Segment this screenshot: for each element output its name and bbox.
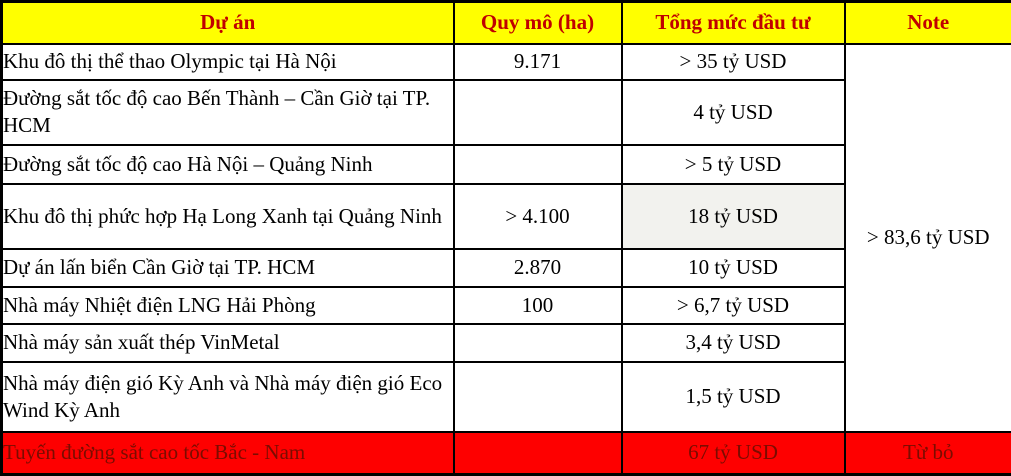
cell-project: Dự án lấn biển Cần Giờ tại TP. HCM — [2, 249, 454, 287]
header-area: Quy mô (ha) — [454, 2, 622, 44]
cell-area: 100 — [454, 287, 622, 324]
cell-investment: 3,4 tỷ USD — [622, 324, 845, 362]
cell-project: Nhà máy sản xuất thép VinMetal — [2, 324, 454, 362]
cell-project: Khu đô thị phức hợp Hạ Long Xanh tại Quả… — [2, 184, 454, 249]
cell-note-merged: > 83,6 tỷ USD — [845, 44, 1011, 432]
abandoned-project-row: Tuyến đường sắt cao tốc Bắc - Nam 67 tỷ … — [2, 432, 1011, 475]
table-row: Khu đô thị thể thao Olympic tại Hà Nội 9… — [2, 44, 1011, 80]
cell-area: 2.870 — [454, 249, 622, 287]
cell-investment: > 5 tỷ USD — [622, 145, 845, 184]
cell-project: Đường sắt tốc độ cao Hà Nội – Quảng Ninh — [2, 145, 454, 184]
cell-note: Từ bỏ — [845, 432, 1011, 475]
cell-area — [454, 362, 622, 432]
cell-investment: 1,5 tỷ USD — [622, 362, 845, 432]
cell-investment: > 35 tỷ USD — [622, 44, 845, 80]
header-note: Note — [845, 2, 1011, 44]
cell-investment: 10 tỷ USD — [622, 249, 845, 287]
cell-investment: 4 tỷ USD — [622, 80, 845, 145]
cell-area — [454, 432, 622, 475]
header-row: Dự án Quy mô (ha) Tổng mức đầu tư Note — [2, 2, 1011, 44]
cell-project: Nhà máy điện gió Kỳ Anh và Nhà máy điện … — [2, 362, 454, 432]
cell-area — [454, 145, 622, 184]
cell-project: Đường sắt tốc độ cao Bến Thành – Cần Giờ… — [2, 80, 454, 145]
cell-project: Tuyến đường sắt cao tốc Bắc - Nam — [2, 432, 454, 475]
header-project: Dự án — [2, 2, 454, 44]
cell-project: Khu đô thị thể thao Olympic tại Hà Nội — [2, 44, 454, 80]
cell-area — [454, 324, 622, 362]
cell-project: Nhà máy Nhiệt điện LNG Hải Phòng — [2, 287, 454, 324]
cell-investment: 67 tỷ USD — [622, 432, 845, 475]
header-investment: Tổng mức đầu tư — [622, 2, 845, 44]
cell-investment: 18 tỷ USD — [622, 184, 845, 249]
cell-area: 9.171 — [454, 44, 622, 80]
cell-area: > 4.100 — [454, 184, 622, 249]
cell-area — [454, 80, 622, 145]
cell-investment: > 6,7 tỷ USD — [622, 287, 845, 324]
